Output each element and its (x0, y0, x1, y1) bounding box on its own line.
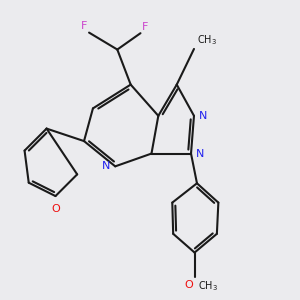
Text: N: N (101, 161, 110, 171)
Text: F: F (81, 21, 88, 31)
Text: O: O (184, 280, 193, 290)
Text: O: O (51, 204, 60, 214)
Text: N: N (196, 148, 205, 159)
Text: N: N (199, 111, 208, 121)
Text: CH$_3$: CH$_3$ (197, 34, 217, 47)
Text: CH$_3$: CH$_3$ (198, 280, 218, 293)
Text: F: F (142, 22, 148, 32)
